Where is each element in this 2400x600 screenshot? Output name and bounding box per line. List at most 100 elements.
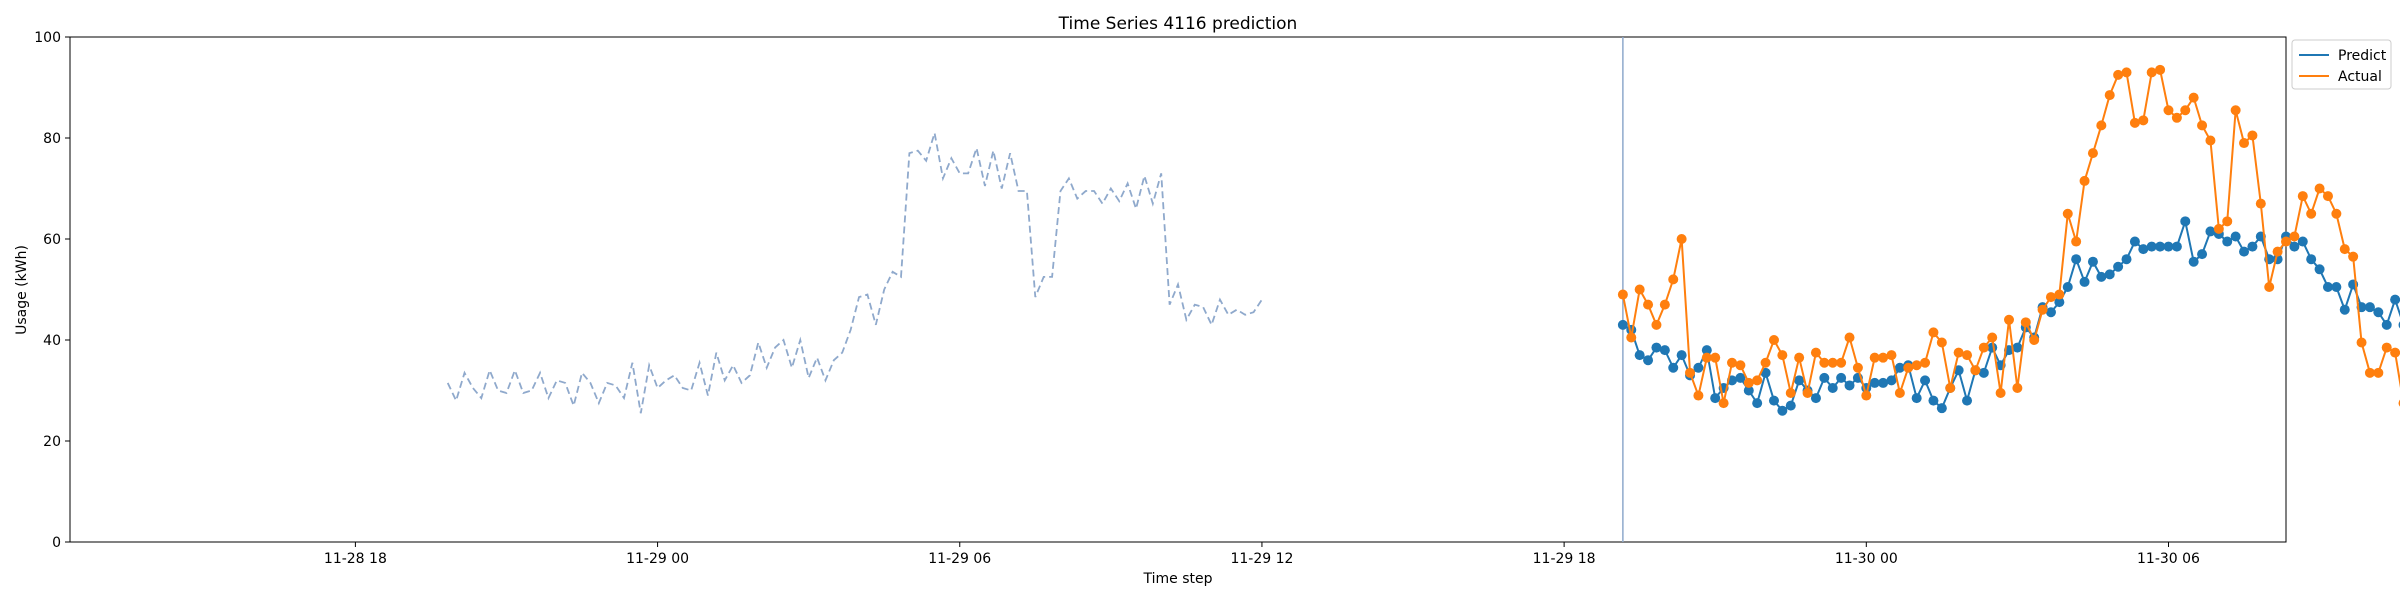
predict-point [2322,281,2333,292]
predict-point [2331,281,2342,292]
legend-label-predict: Predict [2338,48,2387,64]
actual-point [2331,208,2342,219]
predict-point [1819,372,1830,383]
predict-point [2104,269,2115,280]
actual-point [1718,398,1729,409]
predict-point [1701,345,1712,356]
predict-point [1777,405,1788,416]
actual-point [1643,299,1654,310]
actual-point [2239,138,2250,149]
actual-point [2306,208,2317,219]
predict-point [2062,281,2073,292]
actual-point [1936,337,1947,348]
legend: Predict Actual [2291,39,2392,90]
actual-point [2348,251,2359,262]
actual-point [2247,130,2258,141]
predict-point [2146,241,2157,252]
actual-point [2004,314,2014,325]
actual-point [1735,360,1746,371]
predict-point [2087,256,2098,267]
predict-point [2373,307,2384,318]
actual-point [1852,362,1863,373]
actual-point [2197,120,2208,131]
predict-point [1836,372,1847,383]
predict-point [2163,241,2174,252]
predict-point [2205,226,2216,237]
actual-point [1886,350,1897,361]
actual-point [2037,304,2048,315]
predict-point [1978,367,1989,378]
actual-point [1894,388,1905,399]
actual-point [2146,67,2157,78]
actual-point [2213,223,2224,234]
predict-point [2222,236,2233,247]
predict-point [2314,264,2325,275]
predict-point [1710,393,1721,404]
chart-title: Time Series 4116 prediction [1058,14,1298,34]
x-tick-label-4: 11-29 18 [1533,551,1596,567]
actual-point [1802,388,1813,399]
actual-point [1760,357,1771,368]
x-tick-label-2: 11-29 06 [928,551,991,567]
plot-layer [446,37,2400,542]
actual-point [1920,357,1931,368]
predict-point [2129,236,2140,247]
predict-point [2121,254,2132,265]
predict-point [2297,236,2308,247]
actual-point [1995,388,2006,399]
predict-point [1617,319,1628,330]
y-tick-label-40: 40 [43,333,61,349]
y-tick-label-60: 60 [43,232,61,248]
actual-point [1836,357,1847,368]
actual-point [1819,357,1830,368]
actual-point [2230,105,2241,116]
x-tick-label-3: 11-29 12 [1230,551,1293,567]
predict-point [1962,395,1973,406]
actual-point [2138,115,2149,126]
predict-point [1894,362,1905,373]
actual-point [2155,64,2166,75]
actual-point [1693,390,1704,401]
predict-point [1668,362,1679,373]
actual-point [1626,332,1637,343]
actual-point [2255,198,2266,209]
actual-point [2180,105,2191,116]
predict-point [2289,241,2300,252]
actual-point [1928,327,1939,338]
actual-point [1978,342,1989,353]
predict-point [2079,276,2090,287]
predict-point [2339,304,2350,315]
actual-point [2289,231,2300,242]
actual-point [1634,284,1645,295]
plot-area-frame [69,36,2287,543]
y-axis: 0 20 40 60 80 100 [34,30,70,551]
x-tick-label-1: 11-29 00 [626,551,689,567]
actual-point [1970,365,1981,376]
actual-point [2264,281,2275,292]
predict-point [2155,241,2166,252]
actual-point [2381,342,2392,353]
predict-point [1735,372,1746,383]
actual-point [2104,90,2115,101]
actual-point [1777,350,1788,361]
actual-point [1701,352,1712,363]
actual-point [1617,289,1628,300]
legend-label-actual: Actual [2338,69,2382,85]
predict-point [1768,395,1779,406]
x-axis-label: Time step [1143,571,1213,587]
actual-point [1752,375,1763,386]
actual-point [1727,357,1737,368]
actual-point [1945,382,1956,393]
predict-point [1676,350,1687,361]
x-tick-label-6: 11-30 06 [2137,551,2200,567]
predict-point [2071,254,2082,265]
history-series-line [446,132,1263,414]
actual-point [2121,67,2132,78]
predict-point [1693,362,1704,373]
actual-point [1810,347,1821,358]
y-tick-label-100: 100 [34,30,61,46]
y-tick-label-0: 0 [52,535,61,551]
predict-point [1794,375,1805,386]
predict-point [1643,355,1654,366]
predict-point [1953,365,1964,376]
